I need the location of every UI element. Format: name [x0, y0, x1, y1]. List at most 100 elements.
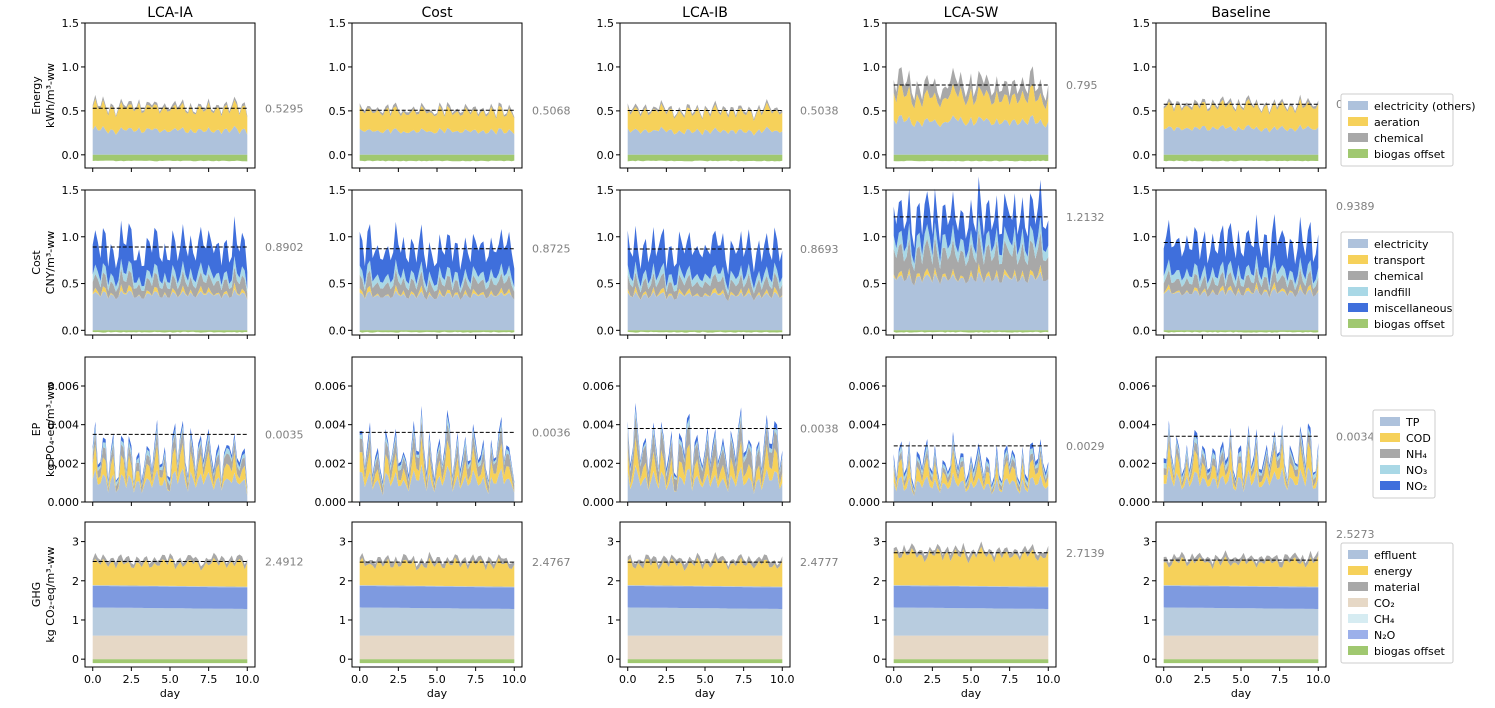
legend-label: material — [1374, 581, 1420, 594]
legend-swatch — [1348, 287, 1368, 296]
ytick-label: 1.0 — [597, 61, 615, 74]
y-axis-label-line1: EP — [30, 422, 43, 436]
panel-ep-3: 0.000 0.002 0.004 0.006 0.0029 — [849, 356, 1105, 509]
mean-value-ep-3: 0.0029 — [1066, 440, 1105, 453]
ytick-label: 2 — [1143, 575, 1150, 588]
area-energy-1-aeration — [359, 105, 515, 135]
ytick-label: 0.004 — [1119, 419, 1151, 432]
mean-value-ghg-1: 2.4767 — [532, 556, 571, 569]
area-cost-1-transport — [359, 284, 515, 300]
x-axis-label: day — [160, 687, 181, 700]
xtick-label: 7.5 — [1271, 673, 1289, 686]
area-cost-3-transport — [893, 263, 1049, 286]
y-axis-label-cost: Cost CNY/m³-ww — [30, 231, 57, 294]
area-ep-2-tp — [627, 465, 783, 502]
legend-label: N₂O — [1374, 629, 1396, 642]
legend-swatch — [1380, 465, 1400, 474]
area-ghg-2-material — [627, 552, 783, 571]
ytick-label: 0.004 — [583, 419, 615, 432]
column-title-4: Baseline — [1211, 5, 1270, 21]
legend-label: energy — [1374, 565, 1413, 578]
ytick-label: 2 — [339, 575, 346, 588]
panel-cost-1: 0.0 0.5 1.0 1.5 0.8725 — [329, 184, 571, 339]
legend-label: CO₂ — [1374, 597, 1395, 610]
panel-ep-2: 0.000 0.002 0.004 0.006 0.0038 — [583, 356, 839, 509]
area-energy-3-aeration — [893, 83, 1049, 128]
xtick-label: 5.0 — [962, 673, 980, 686]
panel-cost-4: 0.0 0.5 1.0 1.5 0.9389 — [1133, 184, 1375, 339]
xtick-label: 10.0 — [1306, 673, 1331, 686]
area-energy-3-chemical — [893, 66, 1049, 110]
area-ghg-1-effluent — [359, 585, 515, 588]
area-cost-1-electricity — [359, 290, 515, 331]
area-cost-3-chemical — [893, 229, 1049, 286]
legend-swatch — [1348, 630, 1368, 639]
area-ep-1-tp — [359, 464, 515, 502]
area-cost-4-electricity — [1163, 287, 1319, 331]
area-ep-0-no- — [92, 419, 248, 491]
ytick-label: 0.006 — [849, 380, 881, 393]
mean-value-energy-0: 0.5295 — [265, 102, 304, 115]
ytick-label: 0.006 — [48, 380, 80, 393]
legend-swatch — [1348, 582, 1368, 591]
legend-label: aeration — [1374, 116, 1420, 129]
y-axis-label-line1: Energy — [30, 76, 43, 115]
area-cost-1-chemical — [359, 269, 515, 300]
legend-ep: TP COD NH₄ NO₃ NO₂ — [1372, 409, 1436, 499]
panel-ghg-1: 0 1 2 3 0.0 2.5 5.0 7.5 10.0 day 2.4767 — [339, 521, 571, 700]
ytick-label: 0.5 — [597, 278, 615, 291]
panel-energy-2: 0.0 0.5 1.0 1.5 0.5038 — [597, 17, 839, 172]
xtick-label: 10.0 — [770, 673, 795, 686]
legend-swatch — [1380, 433, 1400, 442]
area-cost-4-chemical — [1163, 266, 1319, 298]
area-ghg-4-biogas-offset — [1163, 659, 1319, 664]
xtick-label: 0.0 — [1155, 673, 1173, 686]
area-ghg-0-biogas-offset — [92, 659, 248, 664]
area-cost-4-biogas-offset — [1163, 330, 1319, 333]
ytick-label: 3 — [1143, 536, 1150, 549]
mean-value-ghg-0: 2.4912 — [265, 556, 304, 569]
mean-value-cost-2: 0.8693 — [800, 243, 839, 256]
xtick-label: 2.5 — [658, 673, 676, 686]
ytick-label: 0.5 — [1133, 278, 1151, 291]
legend-label: transport — [1374, 254, 1426, 267]
xtick-label: 7.5 — [467, 673, 485, 686]
ytick-label: 0.000 — [1119, 496, 1151, 509]
legend-swatch — [1348, 550, 1368, 559]
panel-cost-2: 0.0 0.5 1.0 1.5 0.8693 — [597, 184, 839, 339]
area-ghg-2-effluent — [627, 585, 783, 588]
area-energy-1-electricity-others- — [359, 127, 515, 155]
y-axis-label-ghg: GHG kg CO₂-eq/m³-ww — [30, 546, 57, 642]
legend-label: NH₄ — [1406, 448, 1428, 461]
panel-energy-0: 0.0 0.5 1.0 1.5 0.5295 — [62, 17, 304, 172]
ytick-label: 2 — [607, 575, 614, 588]
ytick-label: 0.0 — [863, 324, 881, 337]
column-title-3: LCA-SW — [944, 5, 999, 21]
mean-value-ep-1: 0.0036 — [532, 426, 571, 439]
ytick-label: 1.0 — [1133, 61, 1151, 74]
ytick-label: 0.004 — [315, 419, 347, 432]
ytick-label: 1 — [339, 614, 346, 627]
ytick-label: 0.000 — [315, 496, 347, 509]
area-ghg-1-material — [359, 551, 515, 571]
ytick-label: 1.0 — [329, 231, 347, 244]
ytick-label: 0.0 — [597, 324, 615, 337]
ytick-label: 1.0 — [329, 61, 347, 74]
xtick-label: 5.0 — [1232, 673, 1250, 686]
ytick-label: 1.5 — [1133, 17, 1151, 30]
area-ep-0-tp — [92, 468, 248, 502]
mean-value-ep-0: 0.0035 — [265, 428, 304, 441]
mean-value-ghg-4: 2.5273 — [1336, 528, 1375, 541]
y-axis-label-line1: GHG — [30, 582, 43, 607]
area-ep-1-no- — [359, 411, 515, 488]
legend-label: chemical — [1374, 270, 1423, 283]
area-energy-1-biogas-offset — [359, 154, 515, 162]
ytick-label: 1 — [873, 614, 880, 627]
mean-value-cost-1: 0.8725 — [532, 243, 571, 256]
area-cost-3-biogas-offset — [893, 330, 1049, 333]
legend-swatch — [1348, 598, 1368, 607]
area-cost-4-transport — [1163, 282, 1319, 298]
area-ep-1-no- — [359, 405, 515, 485]
legend-swatch — [1348, 319, 1368, 328]
ytick-label: 0.0 — [597, 149, 615, 162]
